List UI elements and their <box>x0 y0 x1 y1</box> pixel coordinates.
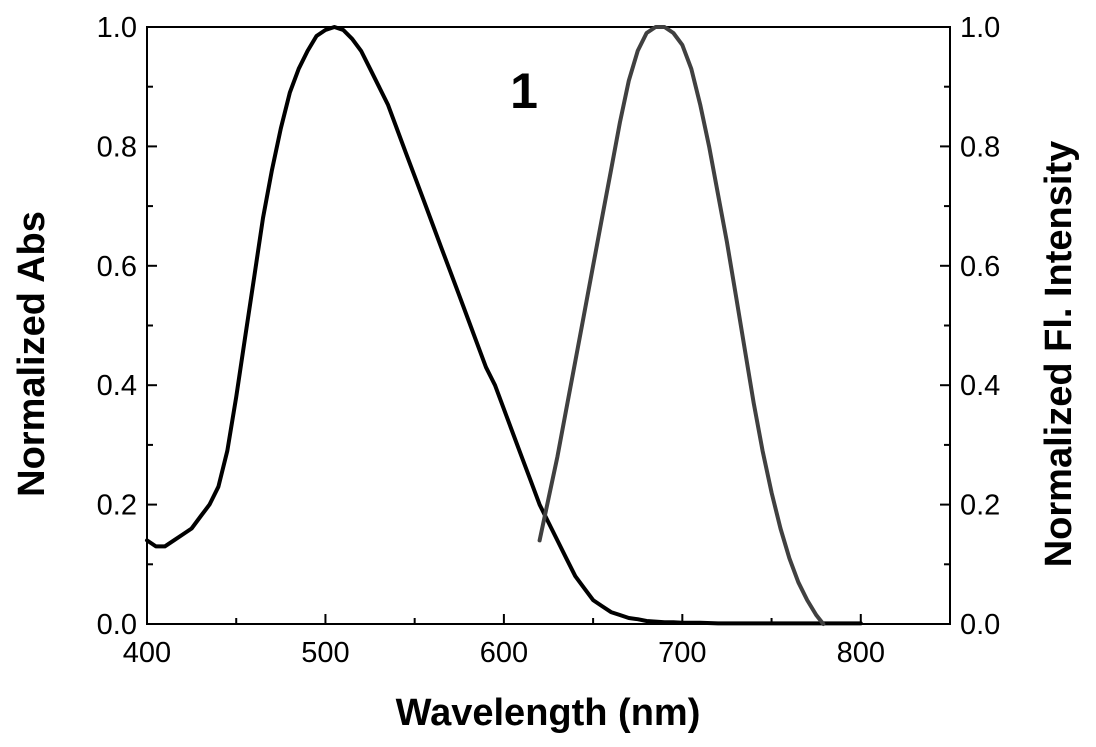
fluorescence-series-line <box>540 27 824 624</box>
y-tick-label: 0.4 <box>97 370 137 402</box>
plot-frame <box>147 27 950 624</box>
x-tick-label: 700 <box>658 637 706 669</box>
y-tick-label: 1.0 <box>97 12 137 44</box>
y2-tick-label: 0.0 <box>960 609 1000 641</box>
y2-tick-label: 0.6 <box>960 251 1000 283</box>
y2-axis-title: Normalized Fl. Intensity <box>1038 141 1080 568</box>
absorbance-series-line <box>147 27 861 623</box>
series-layer <box>147 27 861 624</box>
y-tick-label: 0.0 <box>97 609 137 641</box>
x-tick-label: 500 <box>301 637 349 669</box>
y2-tick-label: 0.4 <box>960 370 1000 402</box>
y-tick-label: 0.8 <box>97 131 137 163</box>
x-axis-title: Wavelength (nm) <box>396 692 701 734</box>
x-tick-label: 800 <box>837 637 885 669</box>
y2-tick-label: 0.8 <box>960 131 1000 163</box>
y2-tick-label: 0.2 <box>960 490 1000 522</box>
chart-annotation: 1 <box>510 63 538 119</box>
y-axis-title: Normalized Abs <box>11 211 53 497</box>
x-tick-label: 400 <box>123 637 171 669</box>
x-tick-label: 600 <box>480 637 528 669</box>
y2-tick-label: 1.0 <box>960 12 1000 44</box>
y-tick-label: 0.6 <box>97 251 137 283</box>
y-tick-label: 0.2 <box>97 490 137 522</box>
tick-marks <box>147 27 950 624</box>
tick-labels: 400 500 600 700 800 0.0 0.2 0.4 0.6 0.8 1.0 0.0 0.2 0… <box>97 12 1001 669</box>
